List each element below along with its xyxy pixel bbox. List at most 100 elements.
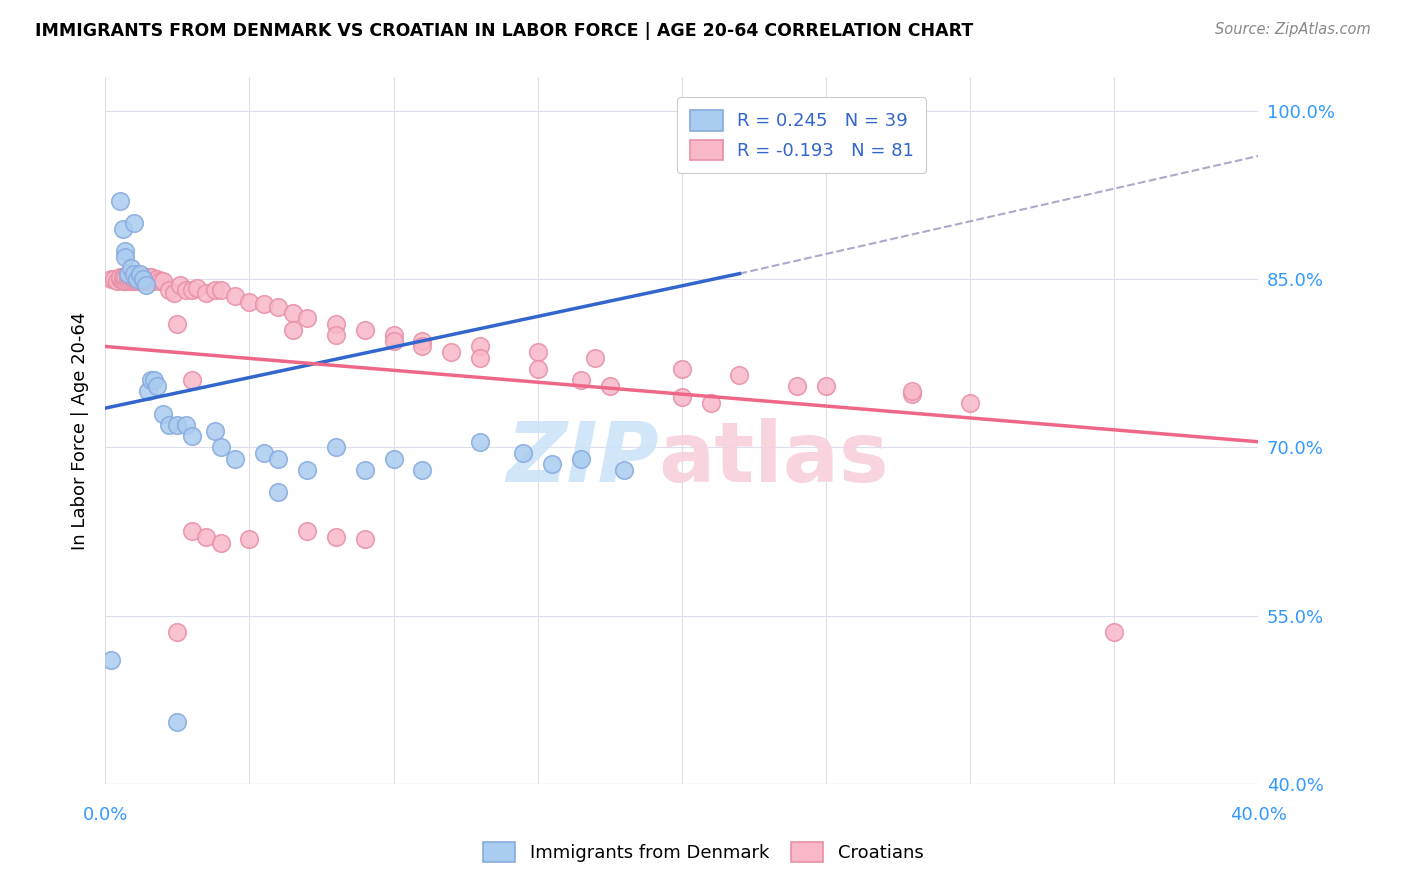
Point — [100, 272, 122, 286]
Point — [253, 297, 276, 311]
Point — [117, 275, 139, 289]
Point — [224, 451, 246, 466]
Point — [583, 351, 606, 365]
Point — [295, 463, 318, 477]
Point — [325, 317, 347, 331]
Point — [959, 395, 981, 409]
Point — [166, 317, 188, 331]
Point — [163, 285, 186, 300]
Point — [180, 284, 202, 298]
Point — [169, 277, 191, 292]
Legend: Immigrants from Denmark, Croatians: Immigrants from Denmark, Croatians — [475, 834, 931, 870]
Point — [143, 373, 166, 387]
Point — [174, 417, 197, 432]
Point — [105, 275, 128, 289]
Point — [152, 407, 174, 421]
Point — [152, 275, 174, 289]
Text: 40.0%: 40.0% — [1230, 806, 1286, 824]
Point — [901, 384, 924, 399]
Point — [411, 339, 433, 353]
Point — [569, 451, 592, 466]
Point — [786, 378, 808, 392]
Point — [180, 429, 202, 443]
Point — [166, 417, 188, 432]
Point — [131, 275, 153, 289]
Text: Source: ZipAtlas.com: Source: ZipAtlas.com — [1215, 22, 1371, 37]
Point — [108, 270, 131, 285]
Point — [382, 334, 405, 348]
Point — [613, 463, 636, 477]
Point — [526, 362, 548, 376]
Point — [135, 275, 157, 289]
Point — [114, 270, 136, 285]
Point — [325, 441, 347, 455]
Point — [141, 373, 163, 387]
Point — [120, 275, 142, 289]
Point — [166, 625, 188, 640]
Point — [141, 275, 163, 289]
Point — [353, 323, 375, 337]
Point — [122, 216, 145, 230]
Point — [468, 351, 491, 365]
Legend: R = 0.245   N = 39, R = -0.193   N = 81: R = 0.245 N = 39, R = -0.193 N = 81 — [678, 97, 927, 173]
Point — [353, 533, 375, 547]
Point — [253, 446, 276, 460]
Point — [195, 285, 218, 300]
Text: 0.0%: 0.0% — [83, 806, 128, 824]
Y-axis label: In Labor Force | Age 20-64: In Labor Force | Age 20-64 — [72, 311, 89, 549]
Point — [1104, 625, 1126, 640]
Point — [103, 272, 125, 286]
Point — [174, 284, 197, 298]
Point — [224, 289, 246, 303]
Point — [125, 270, 148, 285]
Point — [699, 395, 721, 409]
Text: ZIP: ZIP — [506, 418, 659, 500]
Point — [353, 463, 375, 477]
Point — [569, 373, 592, 387]
Point — [146, 272, 169, 286]
Point — [125, 275, 148, 289]
Point — [209, 284, 232, 298]
Point — [209, 441, 232, 455]
Point — [122, 275, 145, 289]
Point — [125, 272, 148, 286]
Point — [120, 260, 142, 275]
Point — [267, 300, 290, 314]
Point — [901, 386, 924, 401]
Point — [671, 390, 693, 404]
Point — [209, 535, 232, 549]
Point — [267, 485, 290, 500]
Point — [117, 267, 139, 281]
Point — [186, 281, 208, 295]
Point — [411, 463, 433, 477]
Point — [814, 378, 837, 392]
Point — [382, 328, 405, 343]
Point — [281, 306, 304, 320]
Point — [157, 284, 180, 298]
Text: atlas: atlas — [659, 418, 890, 500]
Point — [281, 323, 304, 337]
Point — [138, 384, 160, 399]
Point — [195, 530, 218, 544]
Point — [382, 451, 405, 466]
Point — [146, 378, 169, 392]
Point — [135, 277, 157, 292]
Point — [122, 272, 145, 286]
Point — [128, 267, 150, 281]
Point — [100, 653, 122, 667]
Point — [325, 328, 347, 343]
Text: IMMIGRANTS FROM DENMARK VS CROATIAN IN LABOR FORCE | AGE 20-64 CORRELATION CHART: IMMIGRANTS FROM DENMARK VS CROATIAN IN L… — [35, 22, 973, 40]
Point — [111, 275, 134, 289]
Point — [267, 451, 290, 466]
Point — [131, 272, 153, 286]
Point — [204, 424, 226, 438]
Point — [111, 270, 134, 285]
Point — [238, 533, 260, 547]
Point — [114, 275, 136, 289]
Point — [149, 275, 172, 289]
Point — [440, 345, 463, 359]
Point — [238, 294, 260, 309]
Point — [180, 373, 202, 387]
Point — [128, 275, 150, 289]
Point — [468, 339, 491, 353]
